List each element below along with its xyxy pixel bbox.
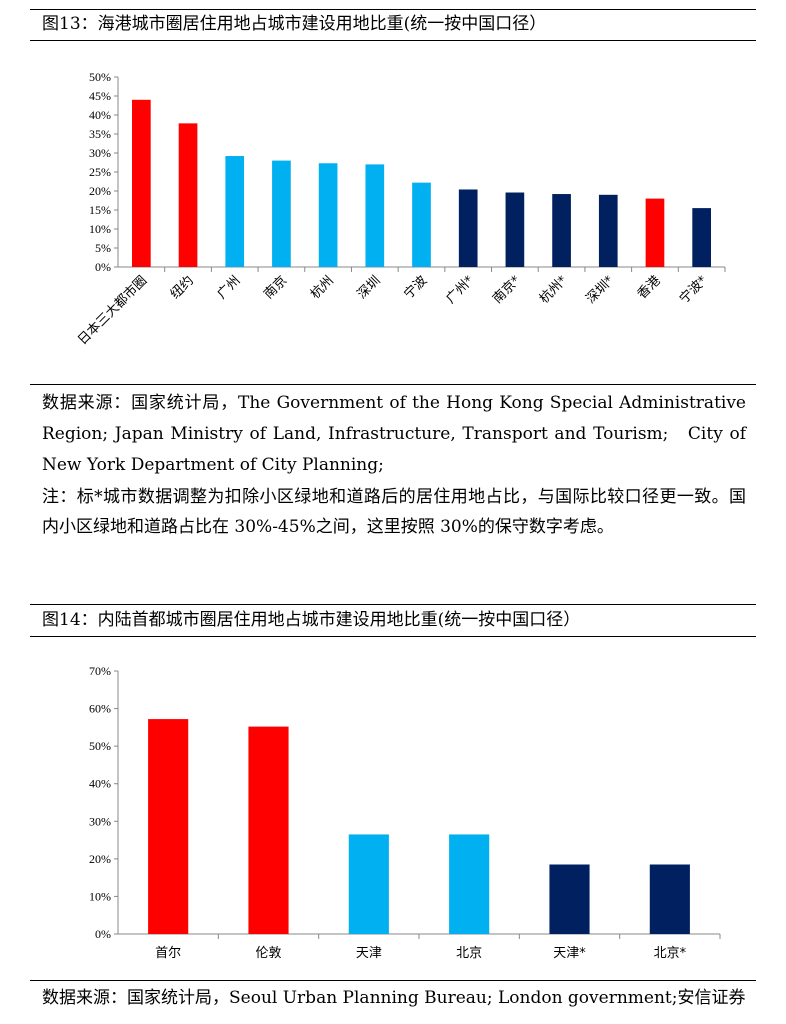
x-tick-label: 日本三大都市圈 [75, 273, 151, 349]
bar [552, 194, 571, 267]
x-tick-label: 深圳 [355, 273, 384, 302]
bar [549, 864, 590, 934]
bar [248, 726, 289, 934]
bar [148, 719, 189, 934]
bar [348, 834, 389, 934]
title-rule-fig13 [30, 40, 756, 41]
x-tick-label: 杭州 [308, 273, 337, 302]
x-tick-label: 深圳* [583, 273, 617, 307]
y-tick-label: 40% [89, 777, 111, 791]
y-tick-label: 30% [89, 146, 111, 160]
title-rule-fig14 [30, 636, 756, 637]
bar [365, 164, 385, 267]
x-tick-label: 香港 [635, 273, 664, 302]
top-rule-fig13 [30, 9, 756, 10]
bar [178, 123, 198, 267]
x-tick-label: 伦敦 [255, 945, 281, 961]
y-tick-label: 0% [95, 927, 111, 941]
y-tick-label: 60% [89, 702, 111, 716]
y-tick-label: 0% [95, 260, 111, 274]
x-tick-label: 首尔 [155, 946, 181, 961]
y-tick-label: 70% [89, 664, 111, 678]
y-tick-label: 30% [89, 814, 111, 828]
x-tick-label: 天津 [356, 946, 382, 961]
bar [649, 864, 690, 934]
x-tick-label: 北京 [456, 946, 482, 961]
bar [505, 192, 525, 267]
y-tick-label: 50% [89, 70, 111, 84]
x-tick-label: 南京 [261, 273, 291, 303]
y-tick-label: 10% [89, 222, 111, 236]
bar [449, 834, 490, 934]
bar [692, 208, 711, 267]
y-tick-label: 15% [89, 203, 111, 217]
y-tick-label: 20% [89, 852, 111, 866]
source-rule-fig14 [30, 980, 756, 981]
x-tick-label: 杭州* [537, 273, 571, 307]
source-rule-fig13 [30, 384, 756, 385]
figure-13-title: 图13：海港城市圈居住用地占城市建设用地比重(统一按中国口径） [42, 14, 547, 34]
chart-13: 0% 5% 10% 15% 20% 25% 30% 35% 40% 45% 50% 日本三大都市圈 纽约… [75, 70, 726, 349]
x-tick-label: 宁波 [401, 273, 431, 303]
x-tick-label: 天津* [553, 946, 586, 961]
y-tick-label: 40% [89, 108, 111, 122]
x-tick-label: 北京* [654, 946, 687, 961]
y-tick-label: 5% [95, 241, 111, 255]
bar [225, 156, 245, 267]
bar [598, 194, 618, 267]
bar [458, 189, 478, 267]
y-tick-label: 20% [89, 184, 111, 198]
x-tick-label: 广州 [215, 273, 244, 302]
bar [132, 99, 151, 267]
x-tick-label: 南京* [489, 272, 524, 307]
bar [272, 160, 291, 267]
figure-14-source: 数据来源：国家统计局，Seoul Urban Planning Bureau; … [42, 988, 746, 1008]
figure-13-source: 数据来源：国家统计局，The Government of the Hong Ko… [42, 393, 746, 475]
x-tick-label: 纽约 [168, 273, 197, 302]
y-tick-label: 45% [89, 89, 111, 103]
chart-14: 0% 10% 20% 30% 40% 50% 60% 70% 首尔 伦敦 天津 北京 天津* 北京* [89, 664, 721, 961]
bar [412, 182, 431, 267]
x-tick-label: 宁波* [676, 272, 711, 307]
x-tick-label: 广州* [443, 273, 477, 307]
y-tick-label: 10% [89, 889, 111, 903]
bar [318, 163, 338, 267]
y-tick-label: 50% [89, 739, 111, 753]
top-rule-fig14 [30, 604, 756, 605]
y-tick-label: 35% [89, 127, 111, 141]
bar [645, 198, 665, 267]
y-tick-label: 25% [89, 165, 111, 179]
figure-14-title: 图14：内陆首都城市圈居住用地占城市建设用地比重(统一按中国口径） [42, 610, 581, 630]
figure-13-note: 注：标*城市数据调整为扣除小区绿地和道路后的居住用地占比，与国际比较口径更一致。… [42, 487, 746, 537]
